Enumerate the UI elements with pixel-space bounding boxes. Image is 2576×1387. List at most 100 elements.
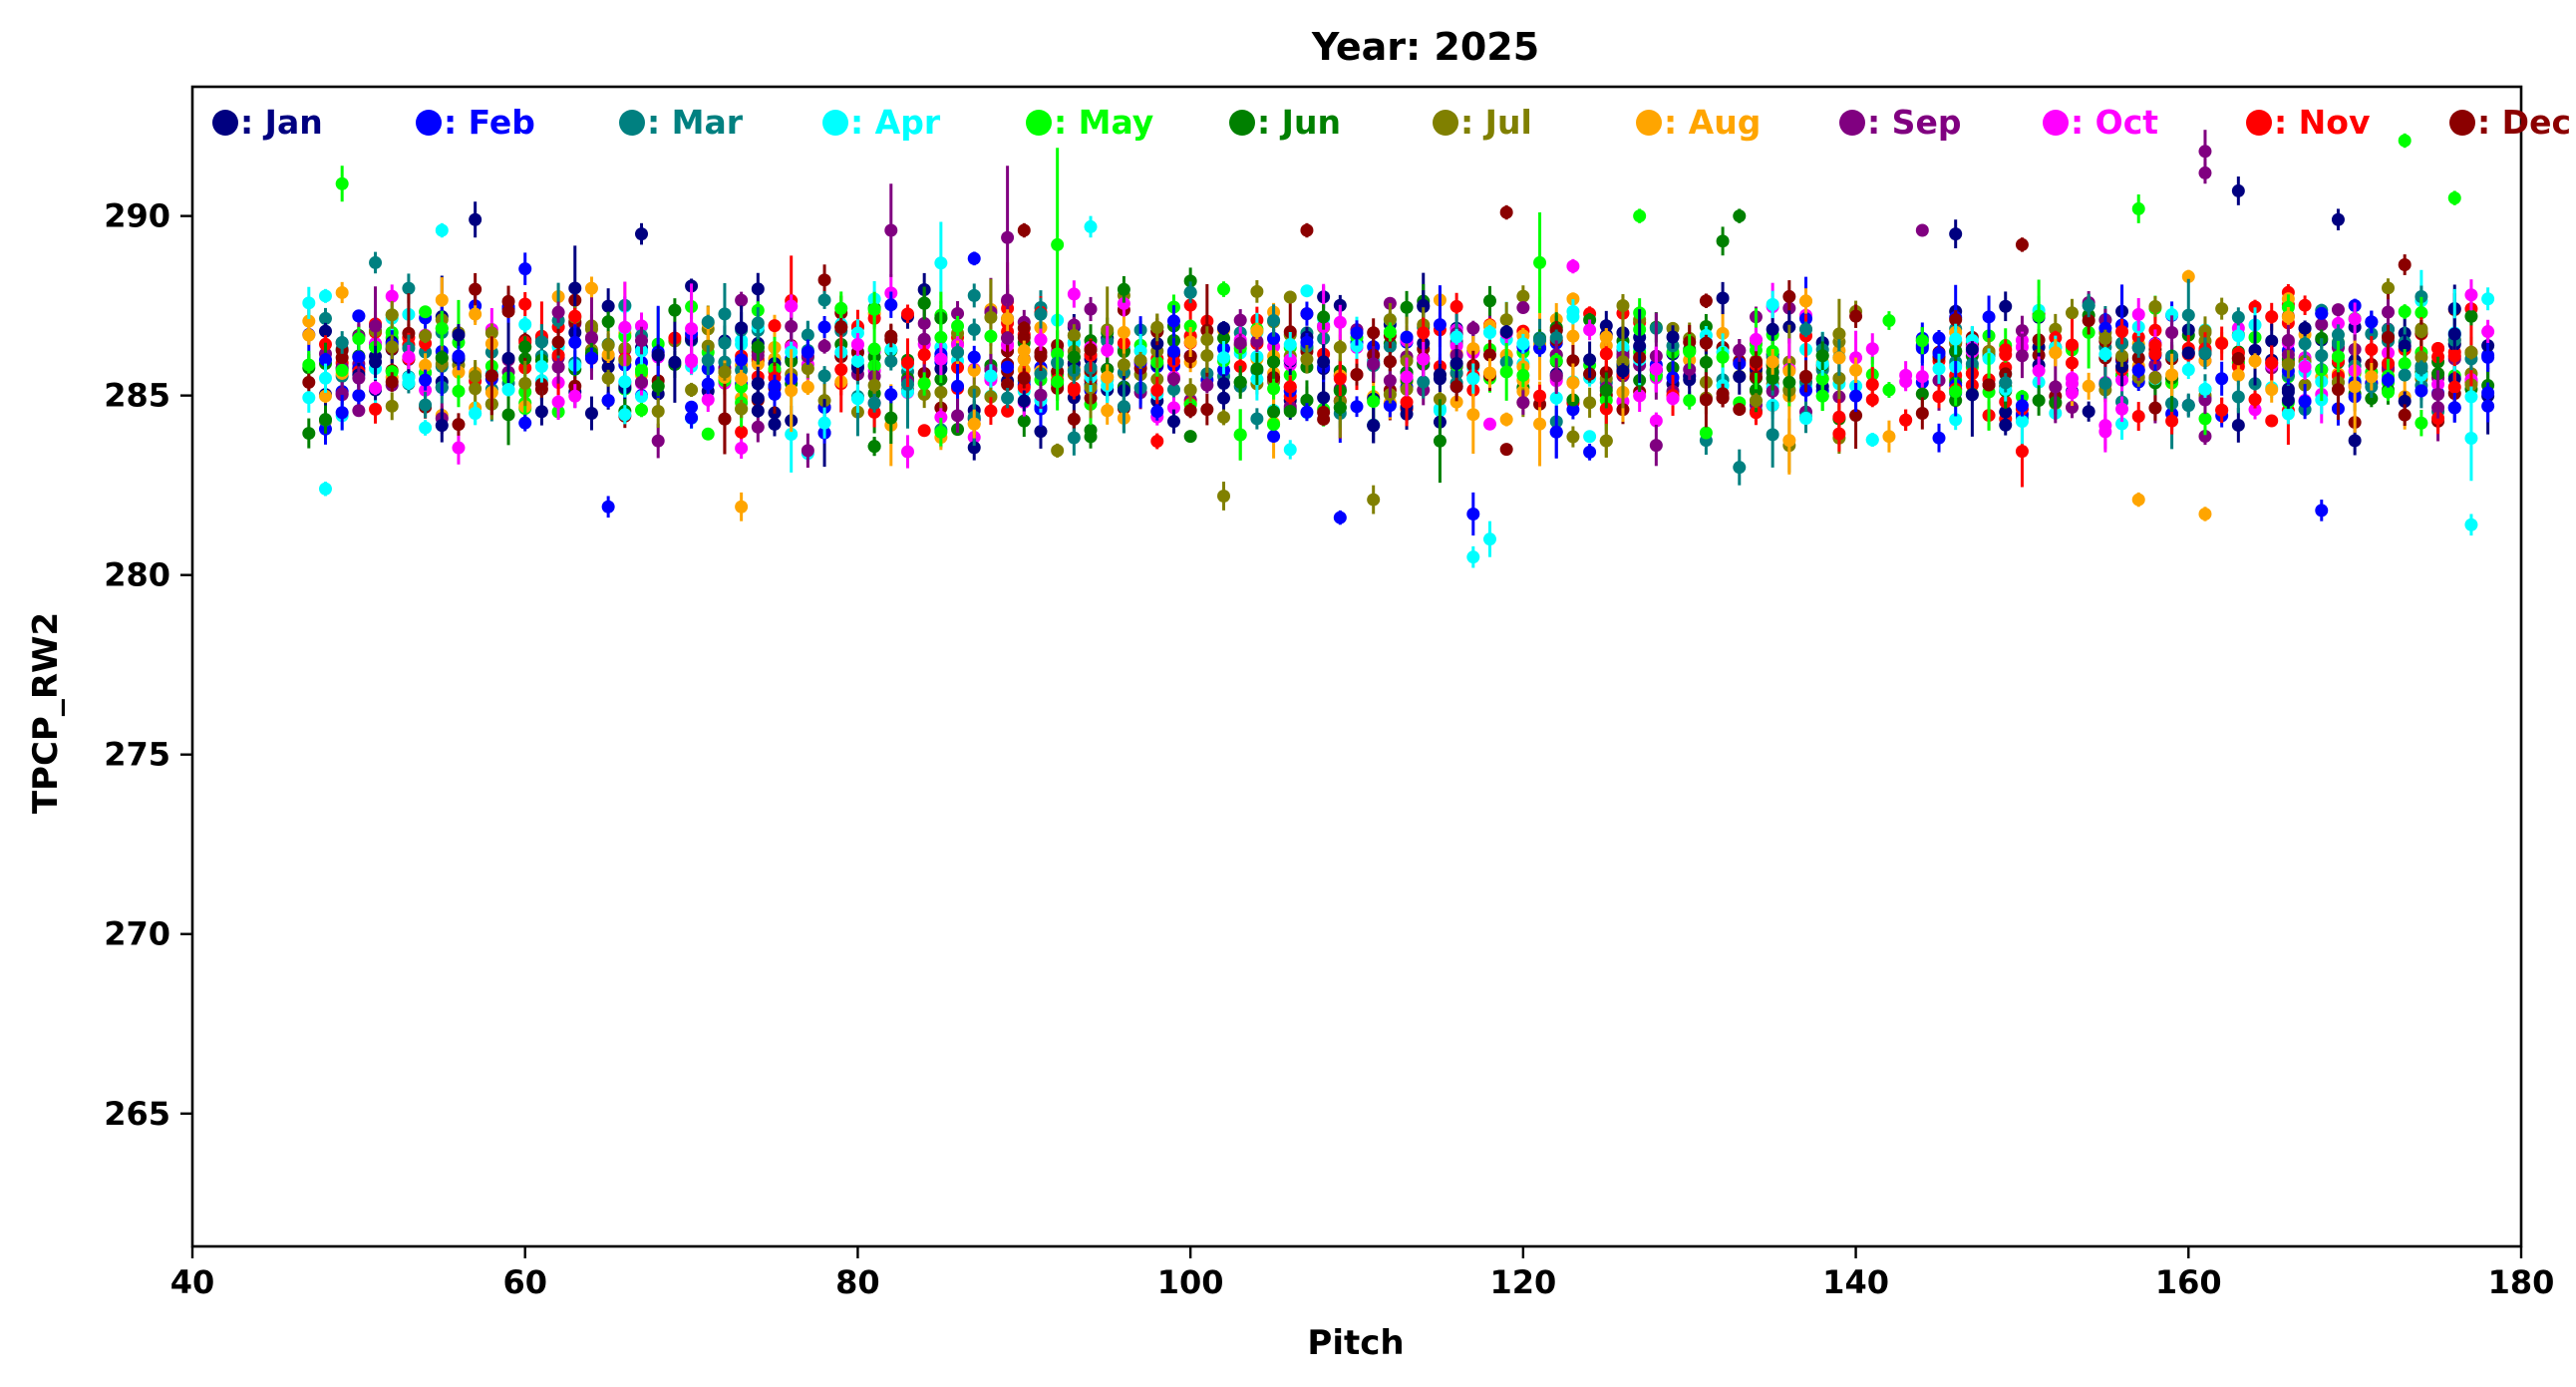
data-point xyxy=(618,408,632,422)
data-point-may xyxy=(635,402,649,418)
data-point xyxy=(2015,415,2029,429)
data-point xyxy=(1516,337,1530,351)
data-point-apr xyxy=(1583,430,1597,444)
data-point-nov xyxy=(518,291,532,316)
data-point-oct xyxy=(2115,396,2129,423)
data-point xyxy=(1549,331,1563,345)
data-point xyxy=(2382,373,2396,387)
data-point xyxy=(917,377,931,391)
data-point xyxy=(785,427,799,441)
data-point xyxy=(951,306,965,320)
data-point xyxy=(751,282,765,296)
data-point-dec xyxy=(2398,404,2412,426)
data-point-mar xyxy=(2198,337,2212,370)
data-point xyxy=(551,395,565,409)
data-point xyxy=(834,301,848,315)
data-point-nov xyxy=(2065,318,2079,372)
data-point xyxy=(1034,367,1048,381)
data-point-feb xyxy=(584,347,598,369)
data-point-may xyxy=(1882,382,1896,398)
data-point xyxy=(1965,342,1979,356)
data-point xyxy=(751,420,765,434)
data-point-oct xyxy=(1915,365,1929,388)
data-point xyxy=(352,332,366,346)
data-point-jan xyxy=(584,396,598,431)
data-point-mar xyxy=(817,291,831,309)
data-point xyxy=(1633,389,1647,403)
data-point xyxy=(1766,297,1779,311)
data-point xyxy=(1683,394,1697,408)
data-point-jun xyxy=(601,311,615,332)
data-point xyxy=(2281,407,2295,421)
data-point xyxy=(1882,430,1896,444)
data-point xyxy=(1317,391,1331,405)
data-point xyxy=(2331,383,2345,397)
data-point xyxy=(2481,292,2495,306)
data-point-sep xyxy=(2331,303,2345,317)
data-point-oct xyxy=(568,384,582,409)
data-point xyxy=(1001,312,1015,326)
data-point xyxy=(2331,316,2345,330)
data-point xyxy=(1001,331,1015,345)
data-point-feb xyxy=(1932,423,1946,453)
data-point-apr xyxy=(2231,325,2245,347)
data-point-nov xyxy=(2131,402,2145,431)
data-point xyxy=(2298,337,2312,351)
data-point xyxy=(1183,298,1197,312)
data-point-dec xyxy=(469,272,483,306)
data-point xyxy=(1166,372,1180,386)
data-point xyxy=(1482,348,1496,362)
data-point-aug xyxy=(1882,420,1896,453)
data-point xyxy=(302,391,316,405)
data-point xyxy=(2415,290,2428,304)
data-point-oct xyxy=(2481,319,2495,344)
data-point xyxy=(2198,430,2212,444)
data-point xyxy=(1067,383,1081,397)
data-point-sep xyxy=(2015,333,2029,379)
data-point xyxy=(1433,392,1447,406)
data-point xyxy=(2231,418,2245,432)
data-point-jan xyxy=(1666,325,1680,349)
data-point-mar xyxy=(701,314,715,329)
data-point xyxy=(1699,336,1713,350)
data-point xyxy=(302,328,316,342)
data-point-oct xyxy=(618,281,632,374)
data-point xyxy=(1499,365,1513,379)
data-point-apr xyxy=(1516,333,1530,354)
data-point-nov xyxy=(735,425,749,440)
data-point xyxy=(1766,322,1779,336)
data-point-nov xyxy=(1333,361,1347,397)
data-point-oct xyxy=(1333,304,1347,340)
data-point-nov xyxy=(2215,326,2229,361)
data-point-aug xyxy=(335,281,349,304)
data-point xyxy=(817,320,831,334)
data-point-feb xyxy=(2481,382,2495,404)
data-point-sep xyxy=(2431,370,2445,419)
data-point xyxy=(900,445,914,459)
data-point xyxy=(1449,380,1463,394)
data-point xyxy=(2098,376,2112,390)
data-point xyxy=(801,362,814,376)
data-point xyxy=(1932,431,1946,445)
data-point-apr xyxy=(934,221,948,305)
data-point xyxy=(551,360,565,374)
data-point xyxy=(335,363,349,377)
data-point xyxy=(385,365,399,379)
data-point-jul xyxy=(1616,293,1630,318)
data-point xyxy=(2231,368,2245,382)
data-point xyxy=(469,307,483,321)
data-point-feb xyxy=(2382,372,2396,388)
data-point xyxy=(2065,338,2079,352)
data-point xyxy=(1283,443,1297,457)
data-point xyxy=(1317,355,1331,369)
data-point xyxy=(2098,419,2112,433)
data-point xyxy=(584,281,598,295)
data-point xyxy=(1267,331,1281,345)
data-point xyxy=(369,355,383,369)
data-point-feb xyxy=(2481,342,2495,372)
data-point-may xyxy=(452,375,466,408)
data-point-feb xyxy=(1982,295,1996,339)
data-point-dec xyxy=(452,413,466,436)
data-point xyxy=(1999,299,2013,313)
